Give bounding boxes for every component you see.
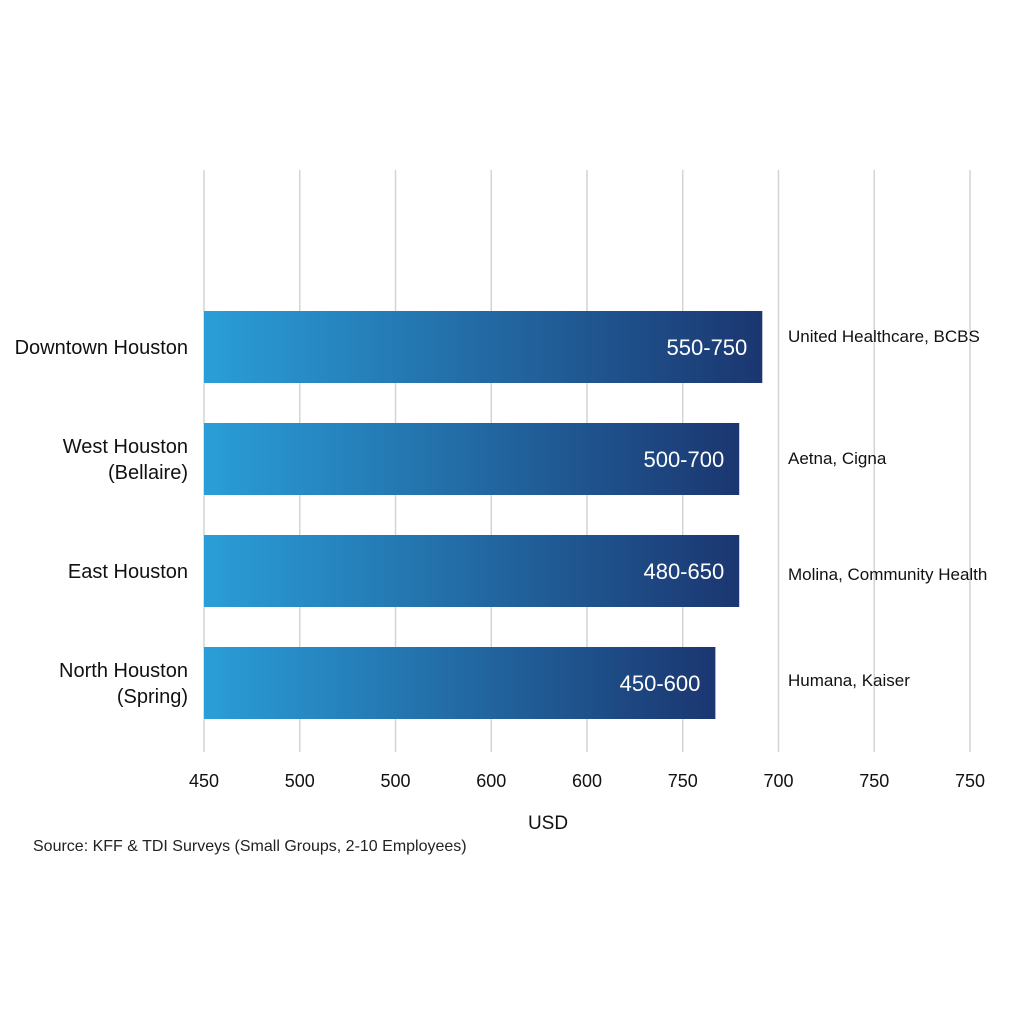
x-tick-label: 750 (668, 771, 698, 791)
x-tick-label: 750 (955, 771, 985, 791)
bar-value-label: 480-650 (643, 559, 724, 584)
category-label: (Spring) (117, 686, 188, 708)
x-tick-label: 500 (285, 771, 315, 791)
x-tick-label: 750 (859, 771, 889, 791)
bar-value-label: 550-750 (667, 335, 748, 360)
x-tick-label: 600 (476, 771, 506, 791)
carrier-annotation: United Healthcare, BCBS (788, 327, 980, 346)
category-label: Downtown Houston (15, 337, 188, 359)
source-note: Source: KFF & TDI Surveys (Small Groups,… (33, 838, 467, 855)
x-tick-label: 700 (763, 771, 793, 791)
bar (204, 647, 716, 719)
x-axis-label: USD (528, 813, 568, 834)
bar (204, 311, 763, 383)
x-tick-label: 450 (189, 771, 219, 791)
bar-value-label: 500-700 (643, 447, 724, 472)
category-label: North Houston (59, 660, 188, 682)
category-label: East Houston (68, 561, 188, 583)
category-label: (Bellaire) (108, 462, 188, 484)
bar (204, 535, 740, 607)
carrier-annotation: Aetna, Cigna (788, 449, 887, 468)
category-label: West Houston (63, 436, 188, 458)
bar-value-label: 450-600 (620, 671, 701, 696)
x-tick-label: 600 (572, 771, 602, 791)
x-tick-label: 500 (380, 771, 410, 791)
carrier-annotation: Molina, Community Health (788, 565, 987, 584)
bar (204, 423, 740, 495)
carrier-annotation: Humana, Kaiser (788, 671, 910, 690)
